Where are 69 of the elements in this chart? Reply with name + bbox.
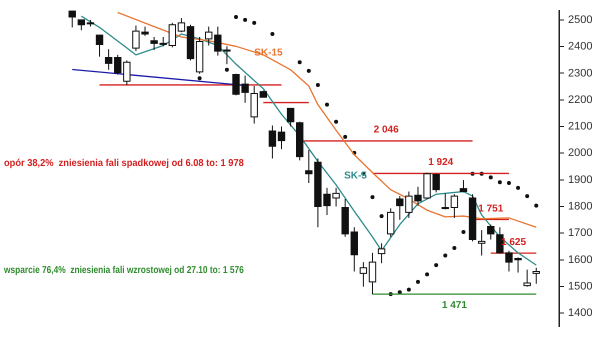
point <box>498 180 502 184</box>
candlestick <box>523 269 531 288</box>
point <box>416 280 420 284</box>
candlestick <box>232 73 240 96</box>
y-tick-label: 2000 <box>568 147 592 160</box>
candlestick <box>286 108 294 128</box>
candlestick <box>505 250 513 272</box>
point <box>270 32 274 36</box>
series-label: 1 625 <box>500 236 526 248</box>
point <box>425 272 430 276</box>
candlestick <box>141 26 149 36</box>
point <box>224 68 229 72</box>
candlestick <box>478 230 486 256</box>
candlestick <box>68 10 76 28</box>
point <box>370 195 374 200</box>
candlestick <box>386 208 394 238</box>
candlestick <box>414 186 422 206</box>
point <box>506 181 511 186</box>
point <box>324 102 329 107</box>
point <box>298 60 302 64</box>
y-tick-label: 1900 <box>568 174 592 186</box>
candlestick <box>378 242 386 264</box>
point <box>316 82 320 87</box>
point <box>434 263 438 268</box>
candlestick <box>268 124 276 160</box>
y-tick-label: 2400 <box>568 40 592 53</box>
candlestick <box>332 187 340 207</box>
candlestick <box>460 180 468 193</box>
candlestick <box>96 34 104 58</box>
y-tick-label: 2500 <box>568 14 592 26</box>
candlestick <box>532 267 540 284</box>
point <box>306 68 311 73</box>
candlestick <box>368 252 376 295</box>
y-tick-label: 1700 <box>568 227 592 240</box>
point <box>234 14 238 19</box>
point <box>443 254 448 258</box>
candlestick <box>132 25 140 52</box>
annotation: opór 38,2% zniesienia fali spadkowej od 6.08 to: 1 978 <box>4 157 244 169</box>
point <box>516 186 520 190</box>
point <box>406 288 411 292</box>
point <box>461 230 466 234</box>
candlestick <box>278 126 286 150</box>
y-tick-label: 2300 <box>568 67 592 80</box>
y-tick-label: 1500 <box>568 280 592 292</box>
candlestick <box>514 256 522 274</box>
y-tick-label: 1600 <box>568 254 592 266</box>
point <box>252 20 256 25</box>
candlestick <box>360 262 368 288</box>
point <box>243 18 248 22</box>
point <box>334 120 338 124</box>
y-tick-label: 2100 <box>568 120 592 133</box>
y-tick-label: 2200 <box>568 94 592 106</box>
series-label: 1 924 <box>428 157 454 168</box>
point <box>380 214 384 218</box>
point <box>343 134 348 139</box>
y-tick-label: 1800 <box>568 200 592 213</box>
candlestick <box>323 187 331 216</box>
point <box>534 204 538 208</box>
annotation: wsparcie 76,4% zniesienia fali wzrostowej od 27.10 to: 1 576 <box>3 264 244 275</box>
series-label: 1 751 <box>478 203 504 214</box>
series-label: 2 046 <box>374 124 400 136</box>
point <box>452 246 456 250</box>
y-tick-label: 1400 <box>568 307 592 320</box>
point <box>525 194 530 198</box>
point <box>198 76 202 80</box>
series-label: 1 471 <box>442 300 468 311</box>
candlestick <box>241 75 249 104</box>
point <box>488 175 493 180</box>
series-label: SK-5 <box>344 170 368 182</box>
